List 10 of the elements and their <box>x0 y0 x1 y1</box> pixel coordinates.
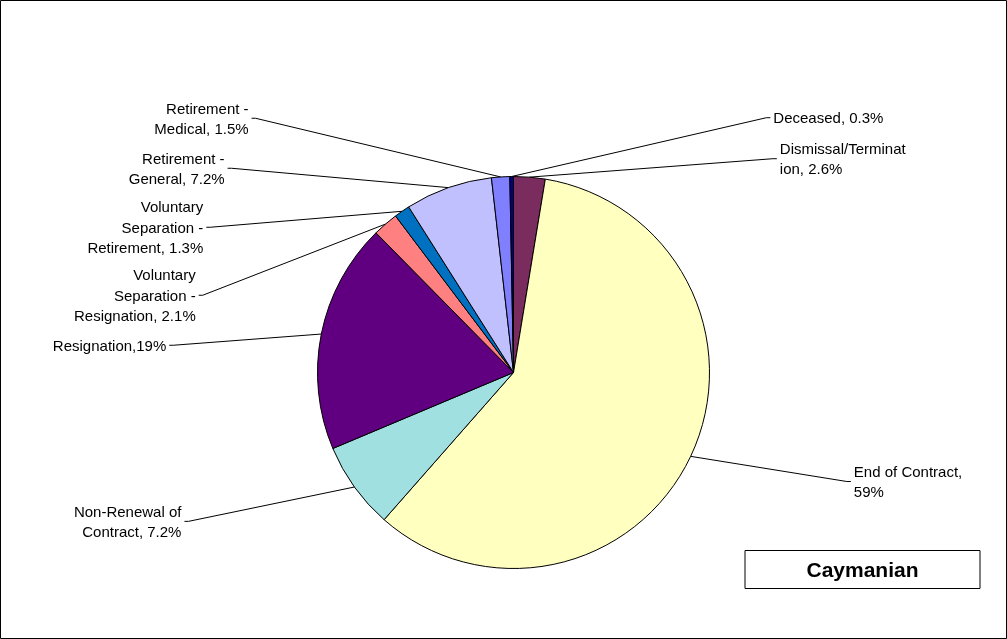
slice-label: Voluntary Separation - Resignation, 2.1% <box>73 266 197 325</box>
text: Caymanian <box>806 558 919 581</box>
slice-label: Retirement - Medical, 1.5% <box>154 99 249 137</box>
slice-label: Non-Renewal of Contract, 7.2% <box>73 502 183 541</box>
slice-label: Resignation,19% <box>52 336 167 354</box>
slice-label: Voluntary Separation - Retirement, 1.3% <box>87 198 204 257</box>
slice-label: Retirement - General, 7.2% <box>128 149 225 187</box>
slice-label: End of Contract, 59% <box>853 462 963 501</box>
slice-label: Deceased, 0.3% <box>773 109 884 127</box>
slice-label: Dismissal/Terminat ion, 2.6% <box>779 140 907 178</box>
